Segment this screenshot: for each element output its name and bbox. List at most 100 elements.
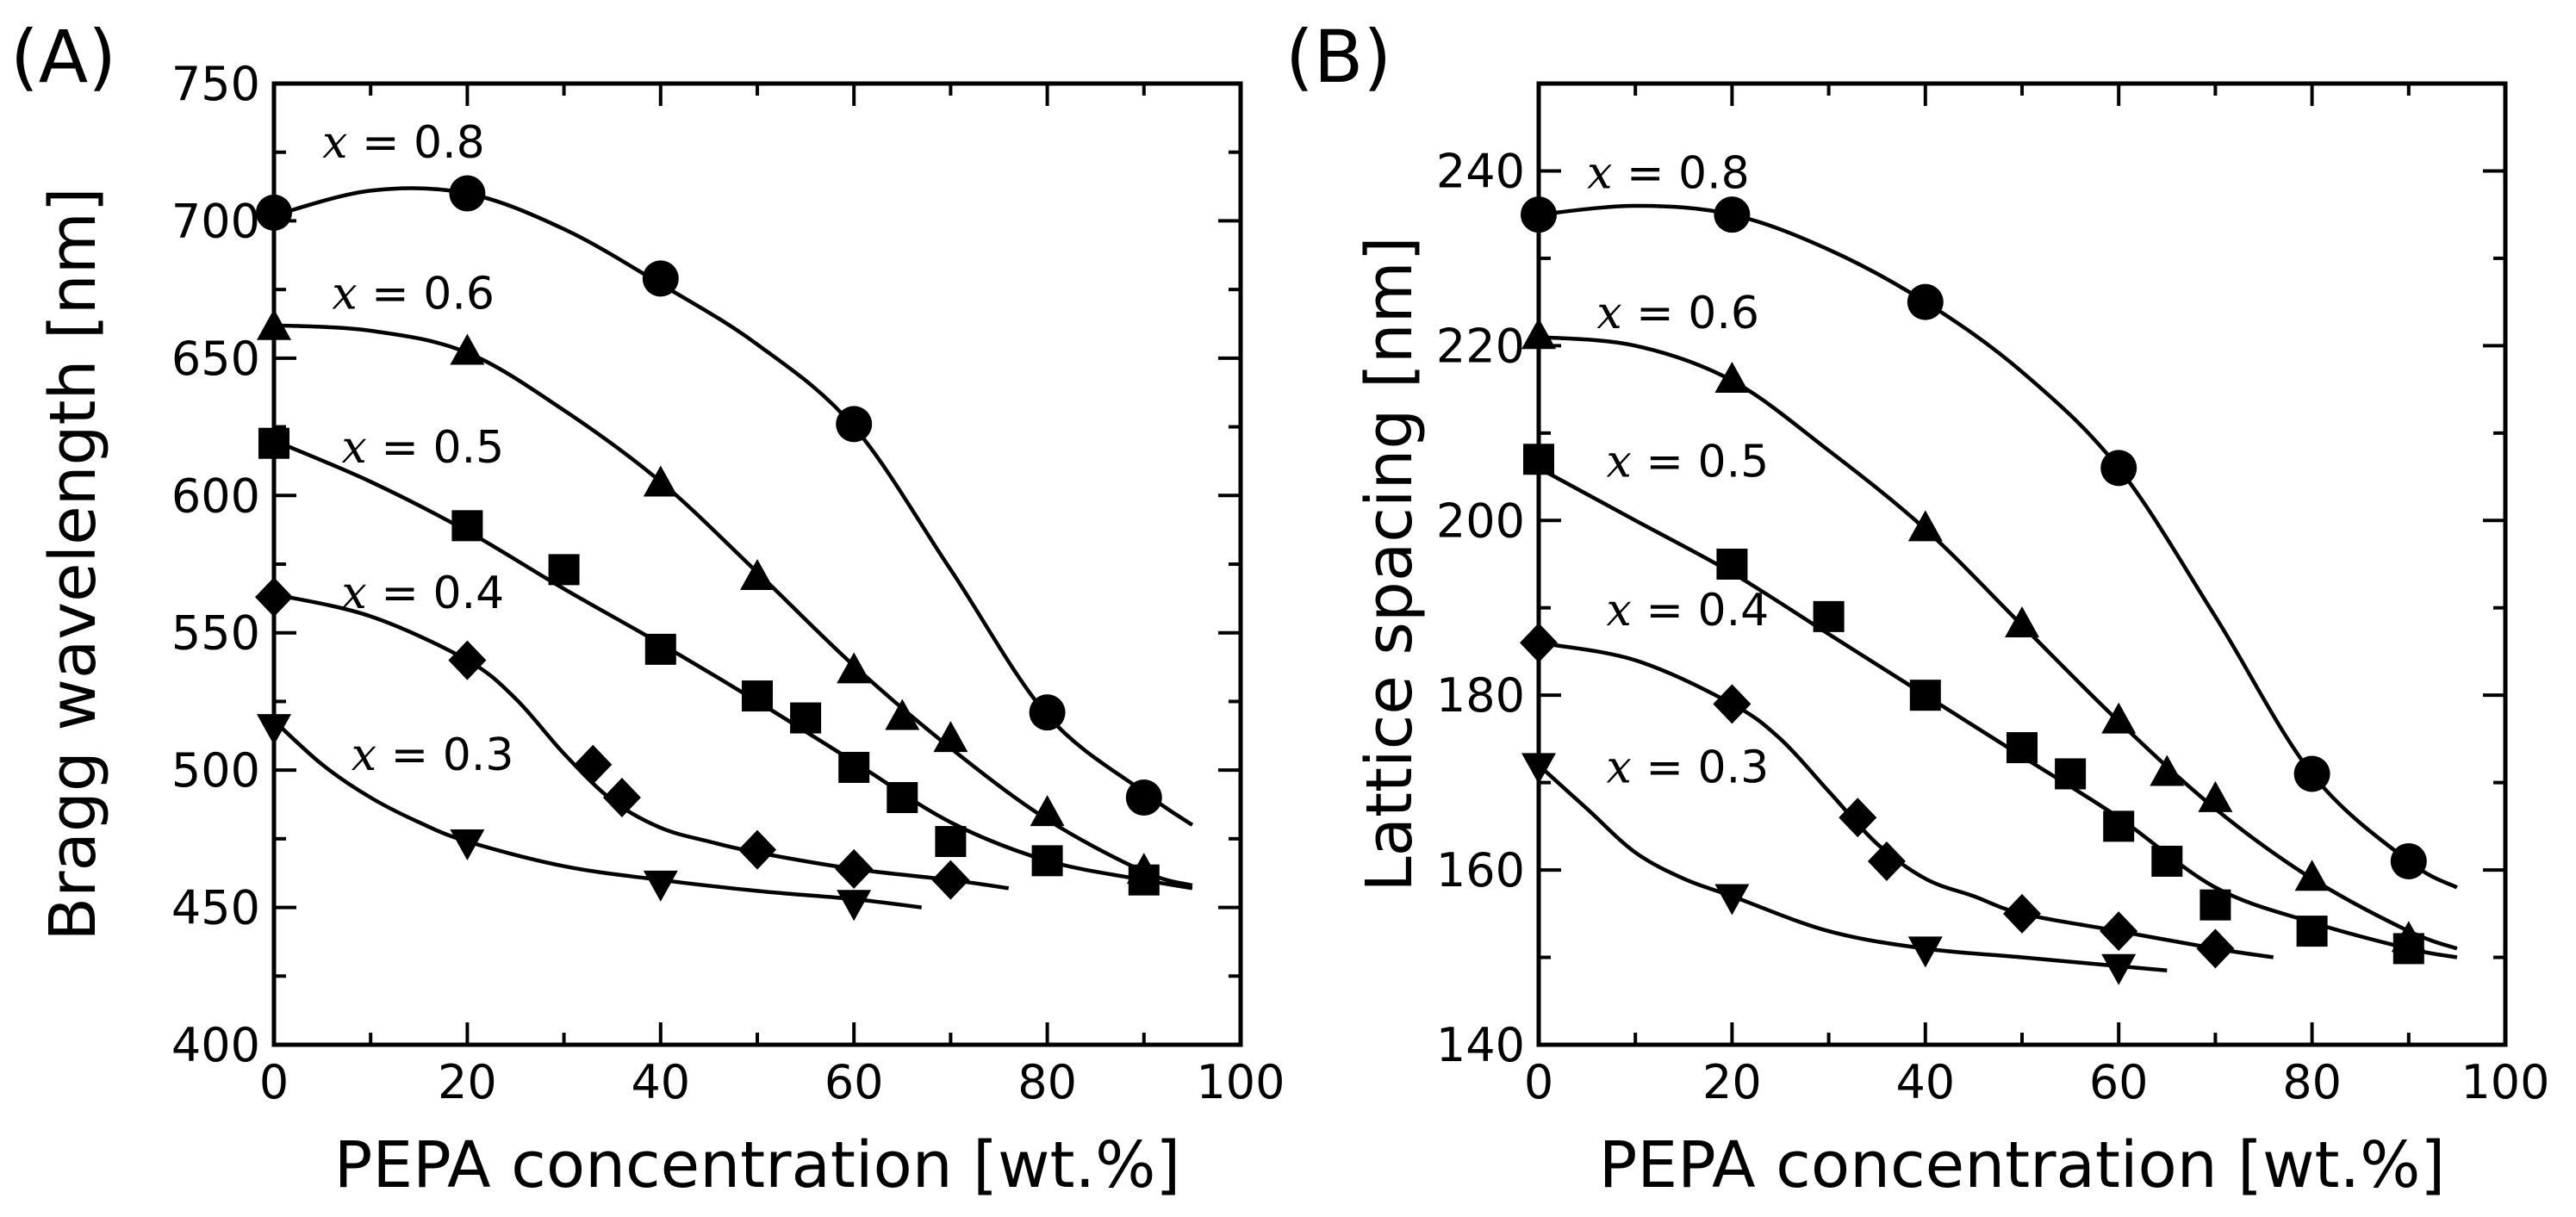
data-point	[1713, 684, 1752, 724]
x-axis-title: PEPA concentration [wt.%]	[1599, 1128, 2446, 1202]
data-point	[258, 427, 289, 459]
data-point	[1714, 884, 1750, 916]
series-label-var: x	[1596, 288, 1621, 339]
series-label-var: x	[342, 422, 367, 474]
data-point	[933, 721, 968, 753]
y-tick-label: 240	[1436, 144, 1525, 198]
series-label-var: x	[342, 568, 367, 619]
data-point	[2200, 889, 2231, 921]
x-tick-label: 60	[824, 1055, 884, 1109]
data-point	[935, 826, 967, 858]
series-label: x = 0.3	[1607, 742, 1770, 794]
data-point	[255, 577, 293, 618]
series-label: x = 0.3	[352, 730, 514, 781]
series-triangle-down: x = 0.3	[257, 714, 922, 922]
y-tick-label: 400	[171, 1018, 260, 1072]
data-point	[1029, 694, 1066, 731]
data-point	[1909, 680, 1941, 711]
data-point	[2005, 606, 2039, 638]
data-point	[256, 194, 292, 231]
data-point	[2003, 893, 2041, 934]
data-point	[2007, 732, 2038, 764]
data-point	[1125, 779, 1162, 817]
series-circle: x = 0.8	[1521, 148, 2458, 890]
panel-letter: (B)	[1285, 15, 1391, 99]
y-axis-title: Bragg wavelength [nm]	[36, 187, 110, 941]
data-point	[887, 782, 918, 814]
series-label-var: x	[332, 268, 357, 320]
x-tick-label: 60	[2089, 1055, 2149, 1109]
data-point	[885, 699, 920, 730]
fit-curve	[272, 719, 922, 910]
fit-curve	[1538, 334, 2458, 951]
data-point	[2296, 916, 2328, 947]
data-point	[1520, 623, 1558, 663]
data-point	[1813, 600, 1845, 632]
data-point	[2055, 758, 2087, 790]
y-tick-label: 550	[171, 606, 260, 661]
series-label: x = 0.4	[1607, 585, 1770, 636]
series-triangle-down: x = 0.3	[1521, 742, 2168, 985]
series-label-value: = 0.5	[367, 422, 504, 474]
series-label-var: x	[322, 117, 347, 169]
data-point	[1714, 196, 1751, 233]
data-point	[449, 175, 486, 212]
series-label: x = 0.5	[342, 422, 505, 474]
data-point	[642, 260, 679, 297]
data-point	[1521, 318, 1556, 350]
data-point	[450, 333, 485, 365]
series-label: x = 0.5	[1607, 437, 1770, 488]
series-label: x = 0.8	[1587, 148, 1750, 200]
data-point	[1521, 753, 1556, 785]
series-label-value: = 0.8	[347, 117, 484, 169]
panel-b: (B) 0 20 40 60 80 100 140 160 180 200 220 240 PEPA co…	[1285, 15, 2550, 1202]
data-point	[1128, 864, 1160, 896]
data-point	[2390, 842, 2427, 879]
data-point	[2294, 860, 2330, 891]
series-label: x = 0.6	[332, 268, 495, 320]
x-tick-label: 0	[259, 1055, 289, 1109]
data-point	[738, 829, 776, 870]
series-diamond: x = 0.4	[1520, 585, 2274, 969]
x-tick-label: 40	[631, 1055, 690, 1109]
series-label-value: = 0.4	[367, 568, 504, 619]
data-point	[836, 406, 873, 443]
data-point	[837, 652, 872, 684]
y-axis-title: Lattice spacing [nm]	[1353, 236, 1427, 891]
series-square: x = 0.5	[258, 422, 1193, 896]
data-point	[2101, 953, 2137, 985]
data-point	[257, 308, 291, 340]
x-tick-label: 100	[2461, 1055, 2549, 1109]
x-axis-title: PEPA concentration [wt.%]	[334, 1128, 1181, 1202]
data-point	[1714, 361, 1750, 393]
x-tick-label: 100	[1196, 1055, 1285, 1109]
data-point	[574, 744, 613, 785]
data-point	[1030, 795, 1065, 827]
series-label-value: = 0.5	[1632, 437, 1769, 488]
data-point	[2101, 702, 2137, 734]
data-point	[835, 848, 874, 889]
data-point	[257, 714, 291, 746]
data-point	[2196, 928, 2235, 969]
data-point	[548, 554, 580, 586]
y-tick-label: 200	[1436, 494, 1525, 548]
series-label-value: = 0.6	[358, 268, 495, 320]
series-label-var: x	[1607, 742, 1632, 794]
y-tick-label: 600	[171, 469, 260, 523]
fit-curve	[1538, 641, 2274, 959]
y-tick-label: 450	[171, 881, 260, 935]
y-tick-label: 140	[1436, 1018, 1525, 1072]
series-label-var: x	[1607, 437, 1632, 488]
y-tick-label: 650	[171, 332, 260, 386]
data-point	[1907, 510, 1943, 542]
data-point	[643, 870, 678, 902]
series-label-value: = 0.3	[376, 730, 513, 781]
series-label-value: = 0.6	[1622, 288, 1759, 339]
series-label-var: x	[352, 730, 376, 781]
y-tick-label: 180	[1436, 668, 1525, 723]
data-point	[742, 680, 773, 712]
data-point	[1521, 196, 1557, 233]
data-point	[451, 510, 483, 542]
data-point	[450, 829, 485, 861]
data-point	[838, 751, 870, 783]
